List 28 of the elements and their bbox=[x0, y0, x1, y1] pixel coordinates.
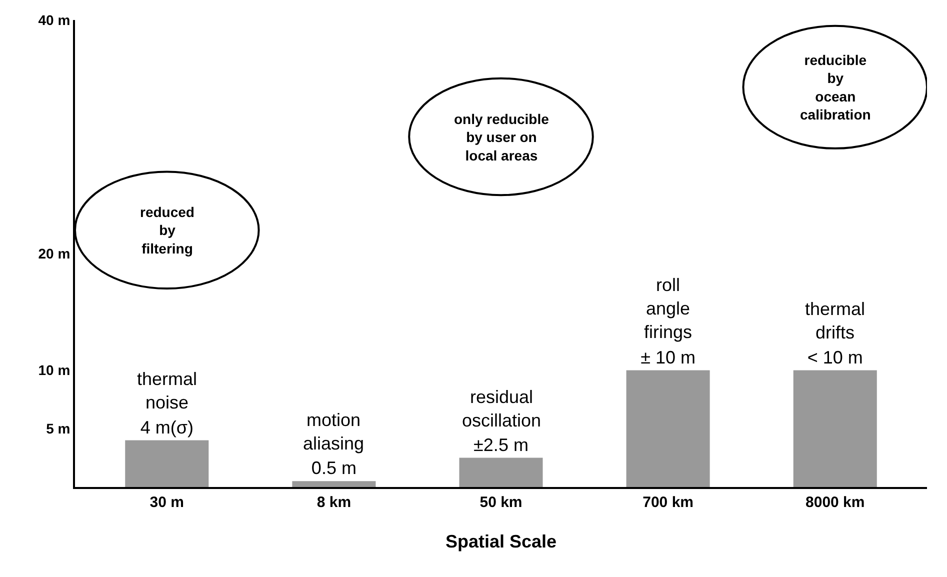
bar bbox=[125, 440, 209, 487]
y-tick-label: 40 m bbox=[38, 12, 70, 28]
x-tick-label: 30 m bbox=[150, 494, 184, 511]
data-label: 0.5 m bbox=[311, 458, 356, 478]
annotation: only reducible by user on local areas bbox=[454, 111, 550, 164]
x-axis-title: Spatial Scale bbox=[445, 532, 557, 552]
x-tick-label: 50 km bbox=[480, 494, 522, 511]
x-tick-label: 8 km bbox=[316, 494, 352, 511]
annotation: roll angle firings bbox=[644, 275, 692, 342]
bar bbox=[459, 458, 543, 487]
y-tick-label: 20 m bbox=[38, 245, 70, 262]
bar bbox=[793, 370, 877, 487]
data-label: ±2.5 m bbox=[474, 434, 528, 455]
data-label: 4 m(σ) bbox=[140, 417, 194, 438]
annotation: residual oscillation bbox=[462, 387, 542, 430]
y-tick-label: 5 m bbox=[46, 420, 70, 437]
data-label: < 10 m bbox=[807, 347, 863, 368]
bar bbox=[626, 370, 710, 487]
annotation: motion aliasing bbox=[303, 410, 364, 454]
x-tick-label: 700 km bbox=[642, 494, 694, 511]
bar bbox=[292, 481, 376, 487]
annotation: reducible by ocean calibration bbox=[800, 52, 871, 123]
annotation: thermal drifts bbox=[805, 299, 866, 342]
x-tick-label: 8000 km bbox=[806, 494, 865, 511]
data-label: ± 10 m bbox=[640, 347, 696, 368]
y-tick-label: 10 m bbox=[38, 362, 70, 378]
annotation: thermal noise bbox=[137, 369, 198, 412]
annotation: reduced by filtering bbox=[140, 204, 194, 256]
